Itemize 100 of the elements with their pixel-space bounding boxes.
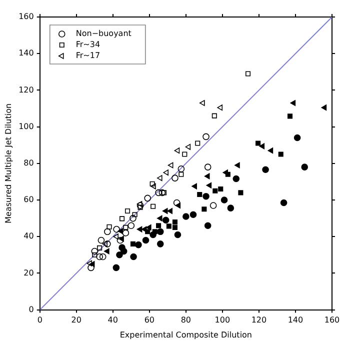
point bbox=[185, 144, 191, 150]
point bbox=[91, 248, 98, 255]
x-tick-label: 100 bbox=[214, 316, 230, 325]
point bbox=[130, 253, 137, 260]
x-tick-label: 160 bbox=[324, 316, 340, 325]
point bbox=[256, 140, 261, 146]
point bbox=[259, 143, 265, 150]
legend-label: Fr~34 bbox=[76, 40, 100, 50]
point bbox=[172, 174, 178, 182]
x-axis-title: Experimental Composite Dilution bbox=[120, 330, 252, 340]
point bbox=[145, 229, 150, 234]
point bbox=[321, 104, 327, 111]
point bbox=[245, 71, 251, 76]
point bbox=[195, 140, 200, 146]
point bbox=[162, 208, 168, 214]
point bbox=[206, 182, 212, 188]
x-tick-label: 140 bbox=[288, 316, 304, 325]
point bbox=[217, 104, 223, 111]
point bbox=[204, 173, 210, 180]
x-tick-label: 60 bbox=[144, 316, 155, 325]
y-tick-label: 140 bbox=[18, 48, 34, 58]
point bbox=[150, 181, 155, 186]
point bbox=[99, 253, 106, 260]
point bbox=[156, 175, 162, 182]
point bbox=[280, 199, 288, 206]
point bbox=[294, 134, 301, 142]
point bbox=[301, 164, 308, 170]
x-tick-label: 20 bbox=[71, 316, 82, 325]
point bbox=[116, 252, 123, 258]
point bbox=[120, 248, 128, 255]
y-tick-label: 0 bbox=[28, 304, 34, 314]
point bbox=[200, 100, 205, 106]
point bbox=[287, 114, 293, 119]
point bbox=[98, 236, 105, 244]
point bbox=[173, 199, 180, 206]
point bbox=[204, 164, 212, 170]
point bbox=[218, 186, 224, 192]
point bbox=[158, 189, 166, 196]
y-tick-label: 120 bbox=[18, 85, 34, 94]
point bbox=[156, 223, 162, 228]
point bbox=[123, 224, 128, 230]
point bbox=[197, 192, 202, 198]
point bbox=[182, 213, 190, 220]
point bbox=[130, 241, 136, 246]
point bbox=[262, 166, 269, 174]
point bbox=[202, 133, 210, 140]
point bbox=[162, 190, 167, 196]
point bbox=[138, 204, 143, 210]
point bbox=[88, 264, 94, 272]
y-tick-label: 100 bbox=[18, 122, 34, 131]
point bbox=[96, 253, 103, 260]
point bbox=[156, 215, 162, 222]
legend-label: Fr~17 bbox=[76, 51, 100, 60]
point bbox=[174, 231, 182, 238]
point bbox=[232, 175, 240, 182]
point bbox=[104, 228, 111, 236]
point bbox=[130, 214, 136, 222]
y-tick-label: 40 bbox=[24, 232, 34, 241]
y-tick-label: 160 bbox=[18, 12, 34, 22]
point bbox=[135, 241, 142, 248]
point bbox=[178, 165, 185, 172]
point bbox=[113, 226, 120, 233]
point bbox=[92, 252, 98, 258]
point bbox=[155, 189, 162, 196]
point bbox=[163, 170, 168, 176]
point bbox=[172, 224, 178, 230]
point bbox=[210, 202, 217, 209]
point bbox=[146, 224, 152, 230]
point bbox=[156, 240, 164, 248]
point bbox=[97, 245, 102, 250]
point bbox=[204, 222, 212, 230]
point bbox=[174, 148, 180, 154]
point bbox=[190, 211, 197, 218]
point bbox=[144, 194, 151, 202]
point bbox=[102, 240, 108, 247]
point bbox=[112, 264, 120, 272]
point bbox=[150, 231, 156, 238]
point bbox=[192, 183, 197, 190]
point bbox=[106, 224, 112, 230]
point bbox=[290, 100, 296, 106]
point bbox=[86, 260, 92, 266]
point bbox=[168, 162, 174, 168]
y-tick-label: 20 bbox=[24, 268, 34, 278]
point bbox=[167, 208, 172, 214]
point bbox=[142, 236, 150, 244]
point bbox=[166, 224, 172, 229]
point bbox=[212, 113, 217, 118]
point bbox=[178, 172, 184, 177]
point bbox=[225, 172, 230, 177]
x-tick-label: 120 bbox=[251, 316, 267, 325]
point bbox=[212, 188, 218, 194]
point bbox=[220, 196, 228, 204]
point bbox=[202, 192, 210, 200]
point bbox=[202, 206, 207, 212]
point bbox=[104, 240, 111, 248]
legend-label: Non−buoyant bbox=[76, 29, 132, 38]
point bbox=[268, 148, 274, 154]
y-tick-label: 60 bbox=[24, 195, 34, 204]
point bbox=[238, 190, 244, 196]
point bbox=[278, 152, 284, 157]
